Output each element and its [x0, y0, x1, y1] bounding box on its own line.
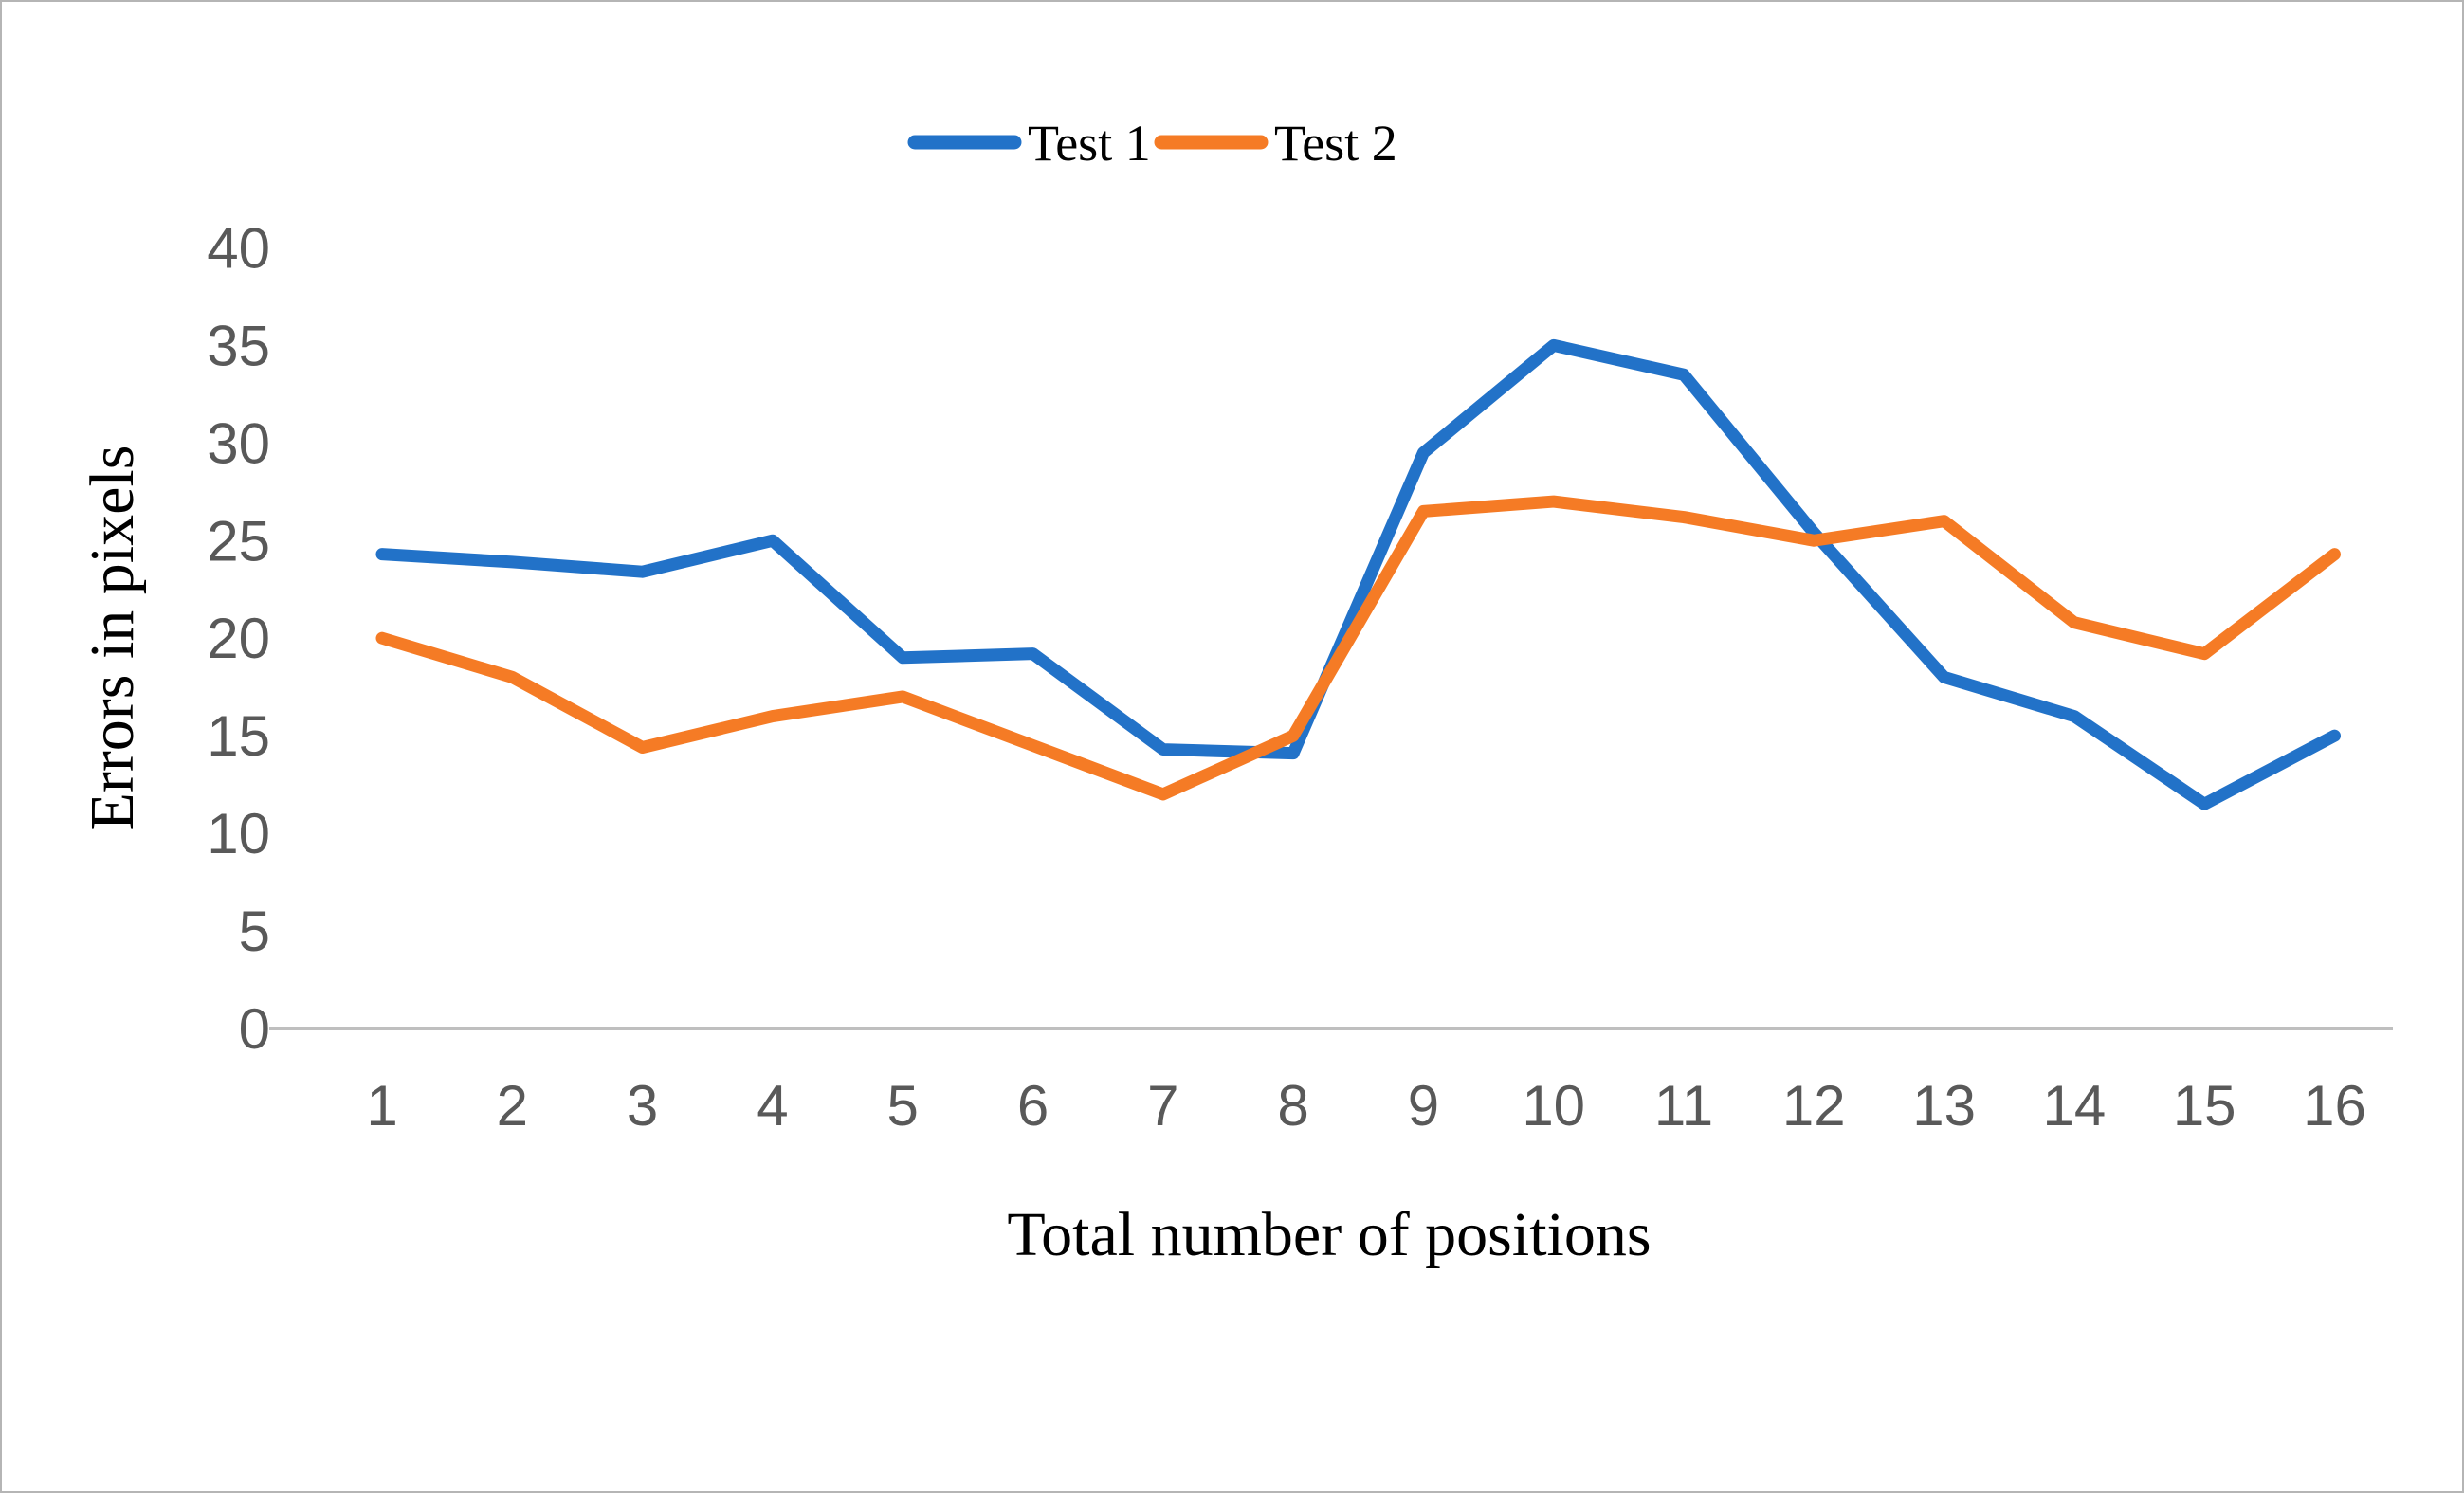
x-tick-label: 1 — [366, 1074, 397, 1138]
legend-label-test2: Test 2 — [1274, 115, 1397, 172]
x-tick-label: 3 — [627, 1074, 658, 1138]
legend-label-test1: Test 1 — [1028, 115, 1151, 172]
series-line-test-1 — [375, 338, 2341, 810]
y-tick-label: 20 — [207, 607, 270, 670]
series-line-test-2 — [375, 495, 2341, 801]
y-tick-label: 35 — [207, 314, 270, 377]
x-tick-label: 7 — [1147, 1074, 1178, 1138]
x-axis-tick-labels: 1 2 3 4 5 6 7 8 9 10 11 12 13 14 15 16 — [366, 1074, 2366, 1138]
series-lines — [375, 338, 2341, 810]
y-axis-tick-labels: 0 5 10 15 20 25 30 35 40 — [207, 216, 270, 1061]
y-axis-title: Errors in pixels — [78, 446, 147, 831]
legend-item-test2: Test 2 — [1154, 115, 1397, 172]
x-tick-label: 9 — [1408, 1074, 1439, 1138]
y-tick-label: 40 — [207, 216, 270, 280]
x-tick-label: 8 — [1277, 1074, 1308, 1138]
x-tick-label: 2 — [497, 1074, 528, 1138]
x-tick-label: 10 — [1522, 1074, 1585, 1138]
x-tick-label: 15 — [2173, 1074, 2236, 1138]
x-axis-title: Total number of positions — [1007, 1200, 1651, 1269]
x-tick-label: 5 — [887, 1074, 919, 1138]
x-tick-label: 11 — [1654, 1074, 1713, 1138]
y-tick-label: 15 — [207, 704, 270, 768]
y-tick-label: 30 — [207, 411, 270, 475]
y-tick-label: 0 — [239, 997, 270, 1061]
x-tick-label: 14 — [2043, 1074, 2107, 1138]
legend-item-test1: Test 1 — [907, 115, 1151, 172]
y-tick-label: 25 — [207, 509, 270, 573]
x-tick-label: 16 — [2303, 1074, 2366, 1138]
y-tick-label: 10 — [207, 802, 270, 865]
x-tick-label: 4 — [757, 1074, 788, 1138]
x-tick-label: 13 — [1912, 1074, 1976, 1138]
y-tick-label: 5 — [239, 900, 270, 963]
x-tick-label: 6 — [1017, 1074, 1049, 1138]
legend: Test 1 Test 2 — [907, 115, 1397, 172]
x-tick-label: 12 — [1782, 1074, 1846, 1138]
